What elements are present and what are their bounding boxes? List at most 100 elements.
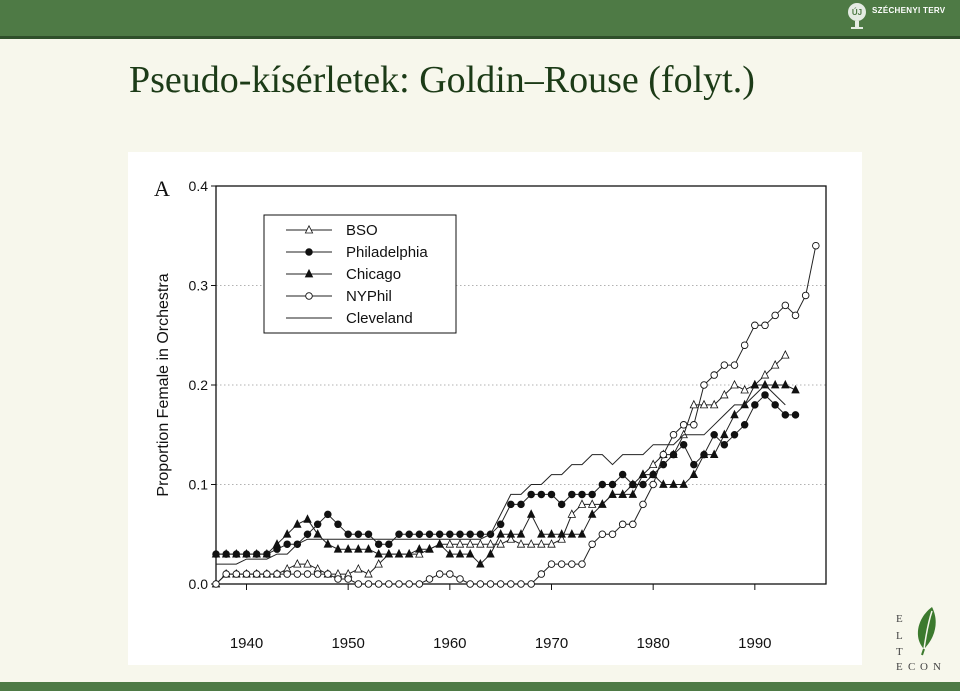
data-point-nyphil <box>608 530 617 539</box>
data-point-nyphil <box>598 530 607 539</box>
data-point-nyphil <box>588 540 596 548</box>
data-point-chicago <box>476 559 485 568</box>
data-point-philadelphia <box>435 530 444 539</box>
data-point-nyphil <box>710 371 718 379</box>
data-point-chicago <box>537 529 546 538</box>
data-point-philadelphia <box>313 520 322 529</box>
data-point-philadelphia <box>690 460 698 469</box>
data-point-philadelphia <box>395 530 403 539</box>
data-point-nyphil <box>405 580 413 588</box>
data-point-philadelphia <box>568 490 576 499</box>
data-point-nyphil <box>801 291 810 300</box>
data-point-philadelphia <box>374 540 383 548</box>
data-point-nyphil <box>578 560 586 568</box>
data-point-nyphil <box>507 580 515 588</box>
data-point-bso <box>486 539 495 548</box>
data-point-chicago <box>689 469 699 478</box>
legend-label-nyphil: NYPhil <box>346 288 392 305</box>
data-point-nyphil <box>639 500 647 509</box>
data-point-philadelphia <box>720 440 729 449</box>
data-point-philadelphia <box>557 500 566 509</box>
data-point-philadelphia <box>425 530 434 539</box>
data-point-nyphil <box>629 520 637 529</box>
data-point-bso <box>699 399 709 409</box>
data-point-nyphil <box>293 570 302 578</box>
data-point-chicago <box>272 539 282 548</box>
data-point-chicago <box>374 549 383 558</box>
data-point-nyphil <box>730 361 739 369</box>
data-point-chicago <box>781 379 790 389</box>
data-point-nyphil <box>700 381 708 389</box>
legend-label-philadelphia: Philadelphia <box>346 244 428 261</box>
data-point-philadelphia <box>781 411 790 419</box>
data-point-chicago <box>303 514 312 523</box>
data-point-nyphil <box>771 311 779 320</box>
series-line-chicago <box>216 384 796 565</box>
data-point-bso <box>364 568 373 578</box>
data-point-chicago <box>313 529 322 538</box>
y-tick-label: 0.2 <box>189 377 209 393</box>
data-point-nyphil <box>517 580 525 588</box>
data-point-nyphil <box>374 580 383 588</box>
data-point-nyphil <box>385 580 393 588</box>
data-point-chicago <box>384 549 394 558</box>
data-point-nyphil <box>364 580 373 588</box>
data-point-chicago <box>506 529 516 538</box>
data-point-bso <box>526 539 536 548</box>
elte-econ-logo: E L T E C O N <box>888 603 948 681</box>
series-line-bso <box>215 354 786 585</box>
data-point-nyphil <box>395 580 403 588</box>
leaf-icon <box>917 607 936 656</box>
data-point-bso <box>455 539 465 548</box>
x-tick-label: 1990 <box>738 635 771 652</box>
data-point-philadelphia <box>761 391 769 399</box>
data-point-chicago <box>282 529 292 538</box>
data-point-nyphil <box>527 580 535 588</box>
data-point-chicago <box>455 549 465 558</box>
data-point-philadelphia <box>639 480 647 489</box>
data-point-nyphil <box>812 241 820 250</box>
top-header-underline <box>0 36 960 39</box>
data-point-nyphil <box>466 580 474 588</box>
szechenyi-terv-logo: ÚJ SZÉCHENYI TERV <box>842 0 960 34</box>
data-point-philadelphia <box>466 530 474 539</box>
data-point-bso <box>293 559 302 568</box>
data-point-chicago <box>669 479 678 488</box>
data-point-nyphil <box>344 575 352 583</box>
data-point-philadelphia <box>364 530 373 539</box>
data-point-philadelphia <box>669 450 678 459</box>
data-point-chicago <box>659 479 668 488</box>
data-point-nyphil <box>222 570 230 578</box>
elte-logo-letter: E <box>896 613 903 625</box>
data-point-nyphil <box>476 580 485 588</box>
data-point-nyphil <box>557 560 566 568</box>
legend-marker-nyphil <box>305 292 313 300</box>
data-point-bso <box>587 499 597 508</box>
data-point-philadelphia <box>385 540 393 548</box>
szechenyi-logo-icon: ÚJ <box>848 3 866 29</box>
data-point-philadelphia <box>476 530 485 539</box>
data-point-bso <box>720 389 729 399</box>
data-point-philadelphia <box>496 520 505 529</box>
data-point-chicago <box>526 509 536 518</box>
data-point-chicago <box>221 549 231 558</box>
data-point-philadelphia <box>629 480 637 489</box>
data-point-chicago <box>577 529 587 538</box>
data-point-bso <box>506 534 516 543</box>
legend-marker-philadelphia <box>305 248 313 256</box>
data-point-chicago <box>445 549 455 558</box>
series-cleveland <box>216 384 786 565</box>
data-point-chicago <box>720 429 729 439</box>
data-point-philadelphia <box>751 401 759 409</box>
data-point-chicago <box>435 539 444 548</box>
series-line-cleveland <box>216 384 786 565</box>
data-point-philadelphia <box>415 530 424 539</box>
data-point-bso <box>567 509 577 518</box>
data-point-nyphil <box>690 421 698 429</box>
data-point-chicago <box>354 544 363 553</box>
data-point-bso <box>781 350 790 359</box>
data-point-chicago <box>425 544 434 553</box>
data-point-nyphil <box>425 575 434 583</box>
data-point-bso <box>557 534 566 543</box>
